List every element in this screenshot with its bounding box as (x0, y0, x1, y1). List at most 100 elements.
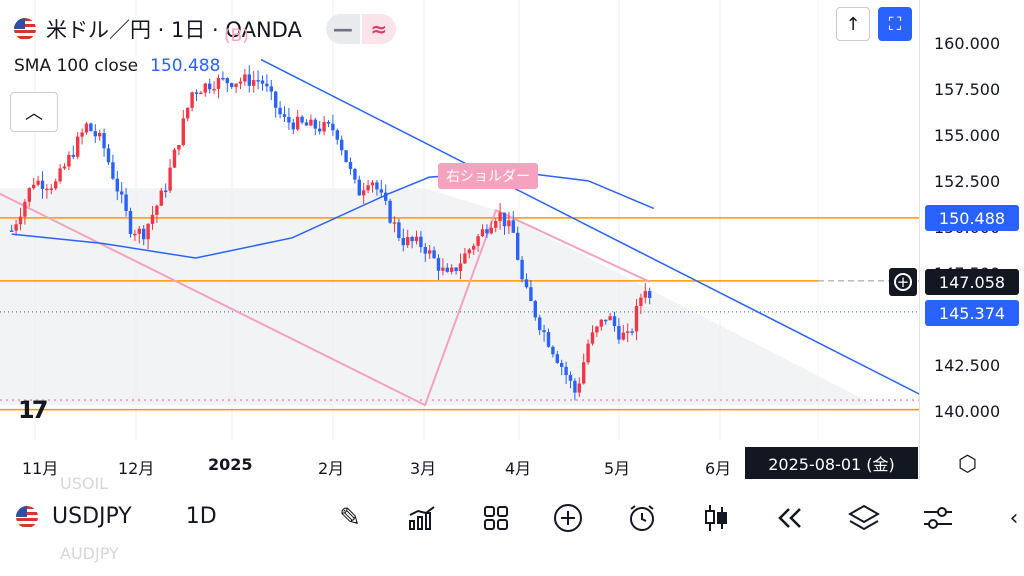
settings-button[interactable] (920, 500, 956, 536)
candle-body (454, 267, 458, 271)
chart-type-button[interactable] (698, 500, 734, 536)
scroll-up-button[interactable]: ↑ (836, 7, 870, 41)
candle-body (617, 326, 621, 340)
candle-body (128, 210, 133, 235)
add-button[interactable] (550, 500, 586, 536)
chart-header[interactable]: 米ドル／円 · 1日 · OANDA — ≈ (14, 14, 396, 44)
price-tick: 160.000 (934, 34, 1001, 53)
more-tools-button[interactable]: ‹ (1004, 500, 1024, 536)
candle-body (524, 279, 529, 288)
price-chart[interactable] (0, 0, 920, 480)
candle-body (89, 123, 93, 132)
candle-body (370, 182, 375, 186)
candle-body (348, 162, 353, 169)
minus-icon[interactable]: — (325, 14, 360, 44)
candle-body (485, 229, 489, 234)
candle-body (555, 354, 559, 363)
candle-body (361, 190, 366, 196)
candle-body (397, 222, 401, 238)
indicator-label: SMA 100 close (14, 56, 139, 76)
chart-title[interactable]: 米ドル／円 · 1日 · OANDA (46, 18, 302, 42)
candle-body (146, 223, 150, 240)
time-tick: 11月 (22, 459, 59, 478)
hexagon-settings-icon: ⬡ (958, 452, 978, 477)
symbol-name[interactable]: USDJPY (52, 504, 132, 529)
object-tree-button[interactable] (846, 500, 882, 536)
alarm-clock-icon (630, 505, 654, 531)
price-tick: 157.500 (934, 80, 1001, 99)
candle-body (331, 123, 335, 131)
candle-body (229, 83, 234, 88)
candle-body (339, 139, 344, 151)
price-tick: 142.500 (934, 356, 1001, 375)
timeframe-button[interactable]: 1D (185, 504, 217, 529)
crosshair-price-tag: 147.058 (925, 269, 1019, 295)
candle-body (300, 116, 304, 123)
candle-body (155, 205, 159, 215)
chart-area[interactable] (0, 0, 920, 480)
indicator-legend[interactable]: SMA 100 close 150.488 (14, 56, 220, 76)
candle-body (414, 236, 419, 242)
alerts-button[interactable] (624, 500, 660, 536)
candle-body (366, 185, 370, 191)
candle-body (203, 83, 207, 93)
plus-circle-icon: + (894, 273, 912, 291)
candle-body (401, 237, 405, 246)
indicators-button[interactable] (404, 500, 440, 536)
symbol-selector[interactable]: USDJPY 1D (16, 504, 217, 529)
candle-body (423, 247, 427, 254)
candle-body (273, 91, 278, 108)
candle-body (225, 78, 229, 84)
drawing-tools-button[interactable]: ✎ (332, 500, 368, 536)
candle-body (375, 182, 379, 190)
candle-body (383, 192, 388, 201)
candle-body (357, 179, 361, 196)
add-alert-button[interactable]: + (889, 268, 917, 296)
candle-body (212, 88, 216, 91)
chart-settings-button[interactable]: ⬡ (958, 452, 977, 477)
indicator-value: 150.488 (150, 56, 221, 76)
right-shoulder-label[interactable]: 右ショルダー (438, 163, 538, 189)
candle-body (498, 212, 502, 221)
candle-body (647, 291, 652, 298)
replay-button[interactable] (772, 500, 808, 536)
candle-body (471, 245, 476, 250)
candle-body (392, 222, 397, 224)
candle-body (335, 130, 339, 140)
crosshair-date-tag: 2025-08-01 (金) (745, 447, 918, 479)
axis-separator (919, 0, 920, 480)
candle-body (432, 250, 436, 259)
candle-body (379, 189, 383, 193)
candle-body (133, 233, 137, 236)
grid-icon (484, 506, 508, 530)
chevron-left-icon: ‹ (1009, 505, 1019, 531)
candle-body (322, 122, 326, 132)
indicator-toggle[interactable]: — ≈ (325, 14, 396, 44)
layouts-button[interactable] (478, 500, 514, 536)
candle-body (520, 259, 524, 280)
fullscreen-icon: ⛶ (888, 13, 902, 35)
candle-body (27, 188, 31, 202)
us-flag-icon (14, 18, 36, 40)
candle-body (177, 145, 181, 150)
candle-body (427, 250, 432, 254)
collapse-legend-button[interactable]: ︿ (10, 92, 58, 132)
candle-body (150, 214, 155, 224)
pattern-point-label: (B) (224, 26, 249, 46)
candle-body (243, 74, 247, 82)
candle-body (419, 236, 423, 248)
candle-body (9, 230, 14, 232)
fullscreen-button[interactable]: ⛶ (878, 7, 912, 41)
wave-icon[interactable]: ≈ (361, 14, 396, 44)
candle-body (441, 267, 445, 271)
candle-body (480, 229, 485, 237)
indicators-icon (409, 506, 435, 530)
candle-body (124, 194, 128, 211)
candle-body (194, 92, 199, 94)
time-tick: 3月 (410, 459, 437, 478)
candle-body (436, 258, 441, 271)
candle-body (625, 331, 630, 333)
candle-body (168, 167, 172, 191)
candle-body (199, 92, 203, 95)
candle-body (31, 184, 36, 189)
